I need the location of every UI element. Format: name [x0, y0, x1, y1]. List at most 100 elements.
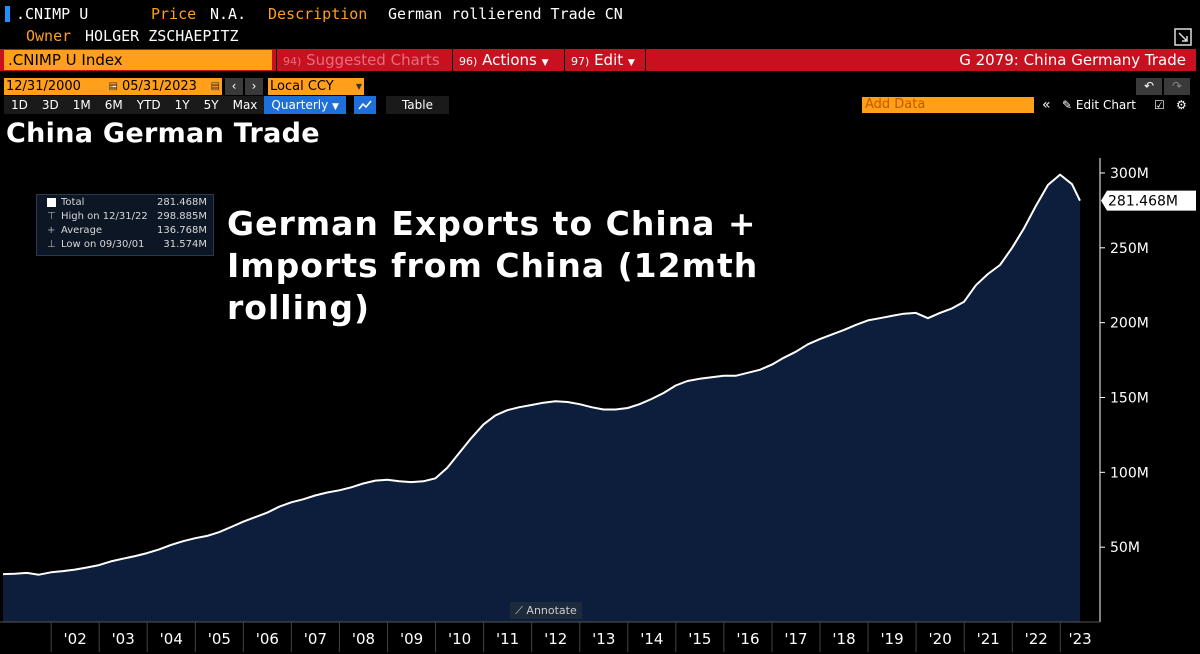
pencil-icon: ✎: [1062, 98, 1073, 112]
last-value-tag: [1101, 190, 1196, 211]
chevron-down-icon: ▼: [627, 58, 635, 68]
legend-row-total: Total 281.468M: [37, 196, 213, 210]
currency-value: Local CCY: [270, 79, 334, 94]
suggested-charts-label: Suggested Charts: [306, 51, 440, 69]
actions-label: Actions: [482, 51, 537, 69]
y-tick-label: 200M: [1110, 316, 1149, 332]
x-tick-label: '15: [688, 630, 711, 648]
period-1m[interactable]: 1M: [65, 96, 98, 114]
period-5y[interactable]: 5Y: [196, 96, 226, 114]
x-tick-label: '03: [112, 630, 135, 648]
start-date: 12/31/2000: [6, 79, 81, 94]
add-data-input[interactable]: Add Data: [862, 97, 1034, 113]
y-tick-label: 50M: [1110, 540, 1140, 556]
low-marker-icon: ⊥: [47, 239, 56, 250]
legend-high-label: High on 12/31/22: [61, 211, 148, 222]
actions-num: 96): [459, 55, 478, 68]
annotate-button[interactable]: ⟋ Annotate: [510, 602, 582, 619]
gear-icon[interactable]: ⚙: [1176, 98, 1187, 112]
legend-row-low: ⊥ Low on 09/30/01 31.574M: [37, 238, 213, 252]
chart-id: G 2079: China Germany Trade: [959, 51, 1186, 69]
end-date-field[interactable]: 05/31/2023 ▤: [120, 78, 222, 95]
x-tick-label: '19: [880, 630, 903, 648]
y-tick-label: 150M: [1110, 390, 1149, 406]
legend-row-high: ⊤ High on 12/31/22 298.885M: [37, 210, 213, 224]
x-tick-label: '06: [256, 630, 279, 648]
ticker-label: .CNIMP U: [16, 5, 89, 23]
prev-period-button[interactable]: ‹: [225, 78, 243, 95]
description-value: German rollierend Trade CN: [388, 5, 623, 23]
average-marker-icon: +: [47, 225, 56, 236]
security-field[interactable]: .CNIMP U Index: [4, 50, 272, 70]
y-tick-label: 100M: [1110, 465, 1149, 481]
x-tick-label: '09: [400, 630, 423, 648]
period-3d[interactable]: 3D: [34, 96, 66, 114]
x-tick-label: '05: [208, 630, 231, 648]
annotate-label: Annotate: [526, 604, 577, 617]
settings-edit-icon[interactable]: ☑: [1154, 98, 1165, 112]
x-tick-label: '20: [929, 630, 952, 648]
period-max[interactable]: Max: [225, 96, 265, 114]
end-date: 05/31/2023: [122, 79, 197, 94]
legend-total-value: 281.468M: [157, 197, 207, 208]
x-tick-label: '02: [64, 630, 87, 648]
legend-low-value: 31.574M: [163, 239, 207, 250]
period-1y[interactable]: 1Y: [167, 96, 197, 114]
price-value: N.A.: [210, 5, 247, 23]
period-ytd[interactable]: YTD: [129, 96, 168, 114]
edit-num: 97): [571, 55, 590, 68]
legend-average-label: Average: [61, 225, 103, 236]
legend-row-average: + Average 136.768M: [37, 224, 213, 238]
line-chart-button[interactable]: [353, 96, 376, 114]
owner-value: HOLGER ZSCHAEPITZ: [85, 27, 239, 45]
collapse-icon[interactable]: «: [1042, 97, 1051, 113]
edit-label: Edit: [594, 51, 624, 69]
high-marker-icon: ⊤: [47, 211, 56, 222]
date-separator: -: [112, 79, 117, 94]
legend-low-label: Low on 09/30/01: [61, 239, 145, 250]
x-tick-label: '21: [977, 630, 1000, 648]
description-label: Description: [268, 5, 368, 23]
frequency-value: Quarterly: [271, 98, 329, 112]
x-tick-label: '10: [448, 630, 471, 648]
edit-chart-button[interactable]: ✎ Edit Chart: [1062, 96, 1136, 114]
x-tick-label: '17: [784, 630, 807, 648]
y-tick-label: 300M: [1110, 166, 1149, 182]
price-label: Price: [151, 5, 197, 23]
chevron-down-icon: ▼: [541, 58, 549, 68]
command-bar: [0, 49, 1196, 71]
redo-button[interactable]: ↷: [1164, 78, 1190, 95]
suggested-charts-num: 94): [283, 55, 302, 68]
legend-high-value: 298.885M: [157, 211, 207, 222]
legend-average-value: 136.768M: [157, 225, 207, 236]
undo-button[interactable]: ↶: [1136, 78, 1162, 95]
x-tick-label: '08: [352, 630, 375, 648]
table-button[interactable]: Table: [385, 96, 449, 114]
y-tick-label: 250M: [1110, 241, 1149, 257]
edit-button[interactable]: 97) Edit ▼: [564, 49, 646, 71]
expand-icon[interactable]: [1174, 28, 1192, 46]
pencil-icon: ⟋: [515, 604, 523, 617]
period-6m[interactable]: 6M: [97, 96, 130, 114]
suggested-charts-button[interactable]: 94) Suggested Charts: [276, 49, 452, 71]
chevron-down-icon: ▼: [355, 82, 362, 91]
owner-label: Owner: [26, 27, 72, 45]
start-date-field[interactable]: 12/31/2000 ▤: [4, 78, 120, 95]
chart-annotation: German Exports to China + Imports from C…: [227, 204, 759, 327]
period-selector: 1D 3D 1M 6M YTD 1Y 5Y Max Quarterly ▼ Ta…: [4, 96, 449, 114]
calendar-icon: ▤: [210, 81, 220, 92]
x-tick-label: '12: [544, 630, 567, 648]
frequency-select[interactable]: Quarterly ▼: [264, 96, 346, 114]
currency-select[interactable]: Local CCY ▼: [268, 78, 364, 95]
x-tick-label: '22: [1025, 630, 1048, 648]
chart-legend: Total 281.468M ⊤ High on 12/31/22 298.88…: [36, 194, 214, 256]
period-1d[interactable]: 1D: [4, 96, 35, 114]
edit-chart-label: Edit Chart: [1075, 98, 1136, 112]
x-tick-label: '16: [736, 630, 759, 648]
x-tick-label: '07: [304, 630, 327, 648]
next-period-button[interactable]: ›: [245, 78, 263, 95]
x-tick-label: '18: [832, 630, 855, 648]
actions-button[interactable]: 96) Actions ▼: [452, 49, 564, 71]
x-tick-label: '04: [160, 630, 183, 648]
